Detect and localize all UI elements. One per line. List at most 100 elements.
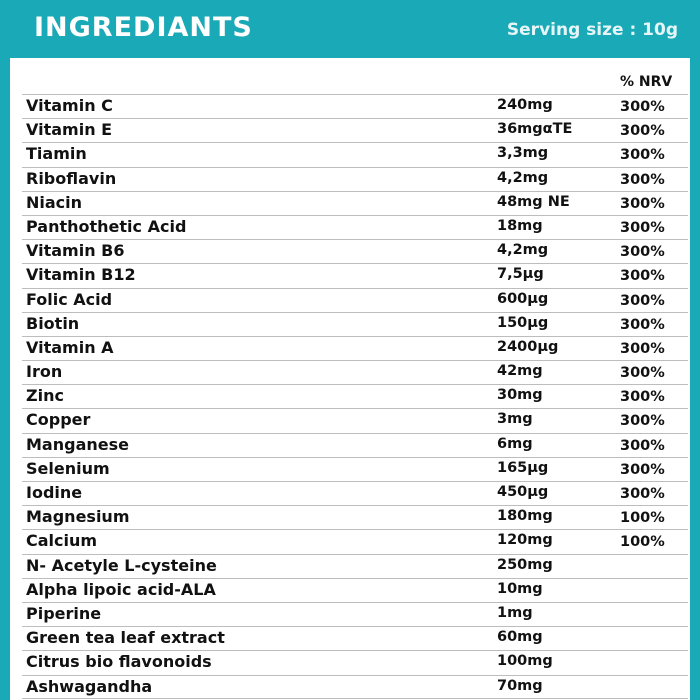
ingredient-name: Green tea leaf extract: [26, 628, 225, 648]
ingredient-nrv: 300%: [620, 365, 665, 382]
table-row: Vitamin A 2400μg 300%: [22, 335, 688, 360]
table-row: Copper 3mg 300%: [22, 408, 688, 432]
ingredient-nrv: 100%: [620, 510, 665, 527]
ingredient-amount: 60mg: [497, 629, 543, 646]
header-bar: INGREDIANTS Serving size : 10g: [0, 0, 700, 58]
ingredient-amount: 3mg: [497, 411, 533, 428]
ingredient-nrv: 300%: [620, 316, 665, 333]
ingredient-amount: 100mg: [497, 653, 553, 670]
ingredient-name: Vitamin B6: [26, 241, 125, 261]
ingredient-nrv: 300%: [620, 268, 665, 285]
ingredient-amount: 2400μg: [497, 338, 559, 355]
ingredient-amount: 240mg: [497, 97, 553, 113]
ingredient-amount: 3,3mg: [497, 145, 549, 162]
table-row: Ashwagandha 70mg: [22, 674, 688, 699]
table-row: Riboflavin 4,2mg 300%: [22, 166, 688, 191]
ingredient-amount: 7,5μg: [497, 266, 544, 283]
table-row: Niacin 48mg NE 300%: [22, 190, 688, 215]
table-row: Vitamin B6 4,2mg 300%: [22, 239, 688, 263]
table-row: Zinc 30mg 300%: [22, 384, 688, 408]
table-row: Alpha lipoic acid-ALA 10mg: [22, 577, 688, 602]
ingredient-amount: 10mg: [497, 580, 543, 597]
nrv-column-header: % NRV: [620, 74, 673, 90]
ingredient-amount: 120mg: [497, 532, 553, 549]
ingredient-nrv: 300%: [620, 389, 665, 406]
ingredient-nrv: 300%: [620, 195, 665, 212]
ingredient-nrv: 100%: [620, 534, 665, 551]
table-row: Tiamin 3,3mg 300%: [22, 142, 688, 166]
ingredient-name: Iodine: [26, 483, 83, 502]
ingredient-name: Tiamin: [26, 144, 87, 164]
ingredient-amount: 70mg: [497, 677, 543, 694]
table-row: Panthothetic Acid 18mg 300%: [22, 214, 688, 239]
ingredient-nrv: 300%: [620, 340, 665, 357]
ingredient-name: Riboflavin: [26, 168, 117, 188]
ingredient-name: Calcium: [26, 531, 98, 551]
ingredient-name: Magnesium: [26, 507, 130, 527]
ingredient-table: Vitamin C 240mg 300% Vitamin E 36mgαTE 300% Ti…: [22, 94, 688, 699]
page-title: INGREDIANTS: [34, 12, 253, 43]
ingredient-name: N- Acetyle L-cysteine: [26, 555, 217, 575]
ingredient-amount: 1mg: [497, 604, 533, 621]
ingredient-amount: 18mg: [497, 217, 543, 234]
table-row: Vitamin E 36mgαTE 300%: [22, 118, 688, 142]
ingredient-name: Vitamin E: [26, 120, 113, 140]
ingredient-name: Folic Acid: [26, 289, 113, 309]
table-row: Vitamin B12 7,5μg 300%: [22, 263, 688, 287]
ingredient-name: Vitamin C: [26, 96, 113, 115]
ingredient-name: Citrus bio flavonoids: [26, 652, 212, 672]
ingredient-nrv: 300%: [620, 123, 665, 140]
table-row: Biotin 150μg 300%: [22, 311, 688, 336]
table-row: Manganese 6mg 300%: [22, 432, 688, 457]
ingredient-nrv: 300%: [620, 99, 665, 115]
serving-size: Serving size : 10g: [506, 20, 678, 40]
ingredient-name: Selenium: [26, 458, 110, 478]
ingredient-name: Copper: [26, 410, 91, 430]
ingredient-amount: 4,2mg: [497, 242, 549, 259]
table-row: Magnesium 180mg 100%: [22, 505, 688, 529]
ingredient-amount: 450μg: [497, 484, 549, 500]
ingredient-nrv: 300%: [620, 292, 665, 309]
ingredient-name: Ashwagandha: [26, 676, 153, 696]
ingredient-nrv: 300%: [620, 461, 665, 478]
ingredient-name: Alpha lipoic acid-ALA: [26, 579, 216, 599]
table-row: Iron 42mg 300%: [22, 360, 688, 384]
table-row: Folic Acid 600μg 300%: [22, 287, 688, 312]
ingredient-amount: 6mg: [497, 435, 533, 452]
ingredient-nrv: 300%: [620, 437, 665, 454]
ingredient-name: Zinc: [26, 386, 64, 406]
table-row: Citrus bio flavonoids 100mg: [22, 650, 688, 674]
ingredient-nrv: 300%: [620, 171, 665, 188]
ingredient-amount: 250mg: [497, 556, 553, 573]
ingredient-nrv: 300%: [620, 219, 665, 236]
ingredient-name: Manganese: [26, 434, 129, 454]
table-row: N- Acetyle L-cysteine 250mg: [22, 553, 688, 578]
ingredient-name: Vitamin B12: [26, 265, 136, 285]
ingredient-amount: 30mg: [497, 387, 543, 404]
table-row: Selenium 165μg 300%: [22, 456, 688, 481]
ingredient-amount: 4,2mg: [497, 169, 549, 186]
ingredient-amount: 36mgαTE: [497, 121, 573, 138]
ingredient-amount: 150μg: [497, 314, 549, 331]
ingredient-name: Niacin: [26, 192, 83, 212]
table-row: Green tea leaf extract 60mg: [22, 626, 688, 650]
ingredient-nrv: 300%: [620, 413, 665, 430]
ingredient-name: Vitamin A: [26, 337, 114, 357]
ingredient-nrv: 300%: [620, 486, 665, 502]
ingredient-nrv: 300%: [620, 244, 665, 261]
ingredient-amount: 42mg: [497, 363, 543, 380]
ingredient-name: Iron: [26, 362, 63, 382]
table-row: Iodine 450μg 300%: [22, 481, 688, 505]
ingredient-amount: 165μg: [497, 459, 549, 476]
ingredient-amount: 600μg: [497, 290, 549, 307]
ingredient-amount: 48mg NE: [497, 193, 570, 210]
ingredient-name: Biotin: [26, 313, 80, 333]
ingredient-name: Panthothetic Acid: [26, 216, 187, 236]
table-row: Vitamin C 240mg 300%: [22, 94, 688, 118]
ingredient-amount: 180mg: [497, 508, 553, 525]
ingredient-name: Piperine: [26, 603, 102, 623]
table-row: Calcium 120mg 100%: [22, 529, 688, 553]
ingredient-nrv: 300%: [620, 147, 665, 164]
table-row: Piperine 1mg: [22, 601, 688, 626]
